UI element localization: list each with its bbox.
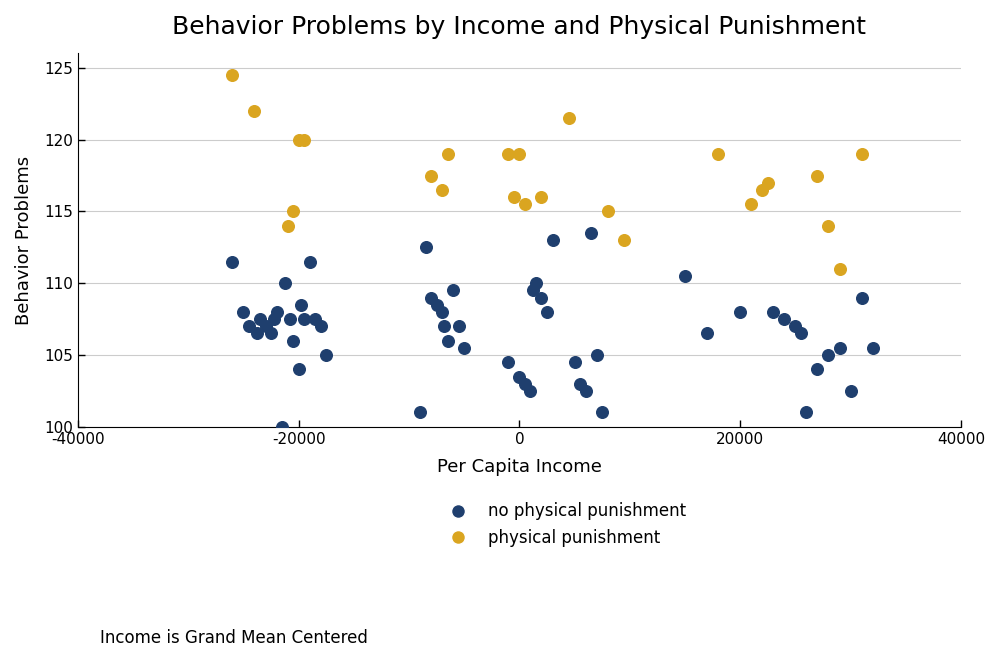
physical punishment — [511, 149, 527, 159]
no physical punishment — [436, 321, 452, 331]
no physical punishment — [224, 256, 240, 267]
no physical punishment — [820, 350, 836, 360]
no physical punishment — [589, 350, 605, 360]
no physical punishment — [539, 307, 555, 317]
no physical punishment — [277, 278, 293, 289]
no physical punishment — [865, 343, 881, 354]
no physical punishment — [572, 378, 588, 389]
physical punishment — [710, 149, 726, 159]
no physical punishment — [765, 307, 781, 317]
physical punishment — [820, 221, 836, 231]
physical punishment — [506, 191, 522, 202]
no physical punishment — [423, 292, 439, 303]
physical punishment — [743, 199, 759, 209]
no physical punishment — [809, 364, 825, 375]
no physical punishment — [269, 307, 285, 317]
Title: Behavior Problems by Income and Physical Punishment: Behavior Problems by Income and Physical… — [172, 15, 866, 39]
no physical punishment — [235, 307, 251, 317]
physical punishment — [561, 113, 577, 123]
physical punishment — [285, 206, 301, 217]
no physical punishment — [291, 364, 307, 375]
no physical punishment — [732, 307, 748, 317]
no physical punishment — [545, 235, 561, 245]
physical punishment — [280, 221, 296, 231]
no physical punishment — [456, 343, 472, 354]
no physical punishment — [522, 386, 538, 396]
no physical punishment — [843, 386, 859, 396]
no physical punishment — [677, 271, 693, 281]
no physical punishment — [274, 422, 290, 432]
no physical punishment — [854, 292, 870, 303]
no physical punishment — [307, 313, 323, 324]
physical punishment — [809, 170, 825, 181]
X-axis label: Per Capita Income: Per Capita Income — [437, 458, 602, 476]
no physical punishment — [429, 299, 445, 310]
no physical punishment — [296, 313, 312, 324]
no physical punishment — [787, 321, 803, 331]
physical punishment — [500, 149, 516, 159]
physical punishment — [754, 185, 770, 195]
no physical punishment — [412, 407, 428, 418]
physical punishment — [616, 235, 632, 245]
no physical punishment — [533, 292, 549, 303]
Y-axis label: Behavior Problems: Behavior Problems — [15, 155, 33, 325]
physical punishment — [854, 149, 870, 159]
no physical punishment — [528, 278, 544, 289]
no physical punishment — [313, 321, 329, 331]
no physical punishment — [699, 328, 715, 339]
no physical punishment — [594, 407, 610, 418]
physical punishment — [517, 199, 533, 209]
no physical punishment — [567, 357, 583, 368]
no physical punishment — [302, 256, 318, 267]
no physical punishment — [285, 336, 301, 346]
no physical punishment — [500, 357, 516, 368]
no physical punishment — [525, 285, 541, 295]
physical punishment — [760, 177, 776, 188]
no physical punishment — [832, 343, 848, 354]
no physical punishment — [583, 227, 599, 238]
physical punishment — [600, 206, 616, 217]
no physical punishment — [318, 350, 334, 360]
physical punishment — [291, 134, 307, 145]
no physical punishment — [578, 386, 594, 396]
no physical punishment — [511, 372, 527, 382]
physical punishment — [434, 185, 450, 195]
physical punishment — [832, 263, 848, 274]
no physical punishment — [798, 407, 814, 418]
Legend: no physical punishment, physical punishment: no physical punishment, physical punishm… — [441, 502, 686, 547]
physical punishment — [533, 191, 549, 202]
no physical punishment — [266, 313, 282, 324]
no physical punishment — [776, 313, 792, 324]
no physical punishment — [517, 378, 533, 389]
Text: Income is Grand Mean Centered: Income is Grand Mean Centered — [100, 629, 368, 647]
no physical punishment — [418, 242, 434, 253]
no physical punishment — [793, 328, 809, 339]
no physical punishment — [249, 328, 265, 339]
no physical punishment — [445, 285, 461, 295]
no physical punishment — [434, 307, 450, 317]
no physical punishment — [282, 313, 298, 324]
physical punishment — [423, 170, 439, 181]
physical punishment — [296, 134, 312, 145]
physical punishment — [224, 69, 240, 80]
no physical punishment — [293, 299, 309, 310]
no physical punishment — [440, 336, 456, 346]
no physical punishment — [252, 313, 268, 324]
no physical punishment — [241, 321, 257, 331]
physical punishment — [440, 149, 456, 159]
no physical punishment — [263, 328, 279, 339]
no physical punishment — [451, 321, 467, 331]
no physical punishment — [258, 321, 274, 331]
physical punishment — [246, 105, 262, 116]
